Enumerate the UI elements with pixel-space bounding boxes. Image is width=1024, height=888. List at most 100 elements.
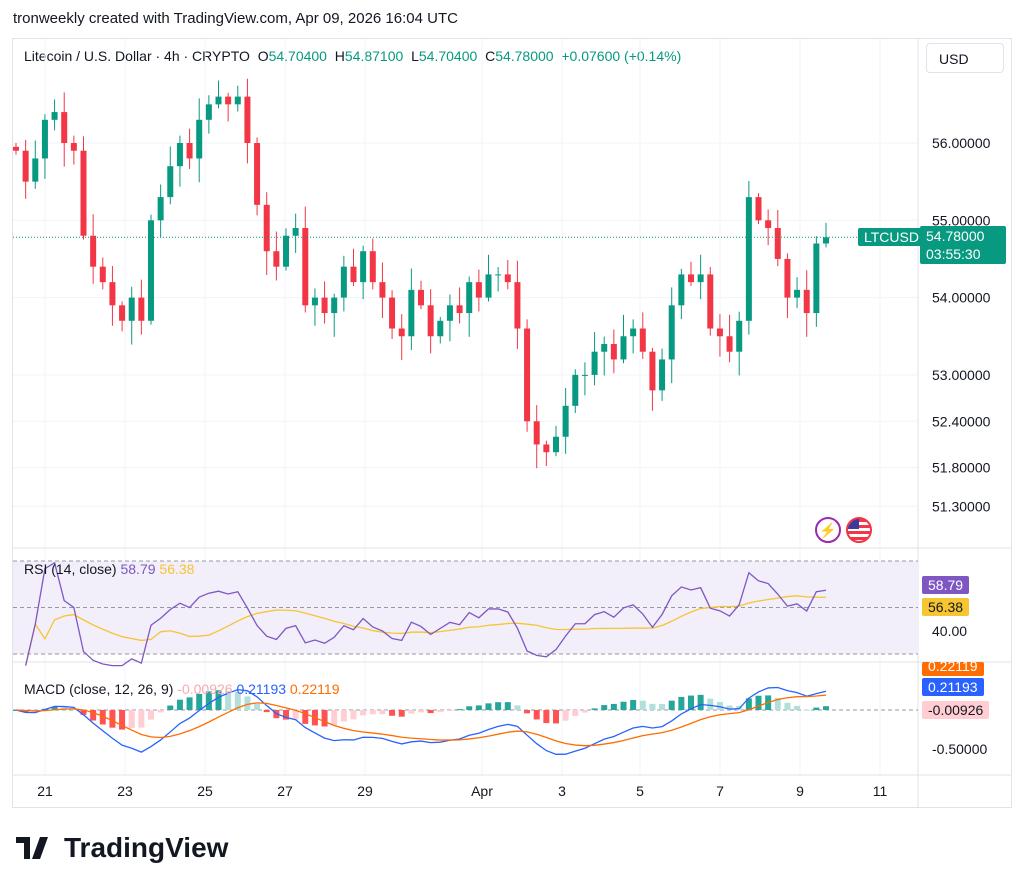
macd-histogram-bar (581, 710, 588, 713)
rsi-ma-legend-value: 56.38 (159, 561, 195, 577)
macd-histogram-bar (456, 709, 463, 711)
candle-body (504, 274, 511, 283)
price-tick-label: 56.00000 (932, 135, 991, 151)
macd-histogram-bar (543, 710, 550, 724)
candle-body (398, 328, 405, 337)
lightning-icon[interactable]: ⚡ (815, 517, 841, 543)
candle-body (620, 336, 627, 360)
candle-body (495, 274, 502, 276)
candle-body (485, 274, 492, 298)
candle-body (321, 297, 328, 314)
macd-histogram-bar (813, 707, 820, 710)
candle-body (90, 235, 97, 267)
macd-histogram-bar (620, 701, 627, 710)
macd-histogram-bar (639, 700, 646, 710)
candle-body (408, 289, 415, 337)
candle-body (591, 351, 598, 375)
ticker-label: LTCUSD (858, 228, 925, 246)
candle-body (331, 297, 338, 314)
candle-body (630, 328, 637, 337)
symbol-legend: Litecoin / U.S. Dollar · 4h · CRYPTO O54… (24, 48, 681, 64)
macd-histogram-bar (148, 710, 154, 720)
rsi-axis-label: 40.00 (932, 623, 968, 639)
macd-histogram-bar (350, 710, 357, 720)
macd-histogram-bar (745, 698, 752, 710)
macd-value-tag: 0.21193 (922, 678, 984, 696)
macd-histogram-bar (514, 705, 521, 710)
time-tick-label: 9 (796, 783, 804, 799)
symbol-name: Litecoin / U.S. Dollar · 4h · CRYPTO (24, 48, 250, 64)
candle-body (726, 336, 733, 352)
candle-body (755, 197, 762, 221)
candle-body (466, 282, 473, 314)
candle-body (456, 305, 463, 314)
candle-body (774, 228, 781, 259)
macd-histogram-bar (283, 710, 289, 720)
candle-body (572, 374, 579, 406)
macd-histogram-bar (157, 710, 164, 713)
macd-histogram-bar (389, 710, 396, 716)
macd-histogram-bar (128, 710, 135, 729)
macd-histogram-bar (755, 695, 762, 710)
macd-histogram-bar (649, 703, 656, 710)
high-value: 54.87100 (344, 48, 404, 64)
macd-histogram-bar (466, 706, 473, 710)
candle-body (283, 235, 289, 267)
candle-body (51, 112, 58, 120)
macd-histogram-bar (659, 703, 666, 710)
candle-body (167, 166, 174, 198)
change-value: +0.07600 (+0.14%) (561, 48, 682, 64)
macd-histogram-bar (823, 706, 829, 710)
macd-histogram-bar (504, 702, 511, 710)
macd-histogram-bar (572, 710, 579, 717)
macd-histogram-bar (369, 710, 376, 715)
tv-logo-icon (16, 837, 48, 859)
rsi-line (25, 561, 827, 667)
time-tick-label: 21 (37, 783, 53, 799)
candle-body (61, 112, 68, 143)
candle-body (340, 266, 347, 298)
macd-histogram-bar (138, 710, 145, 728)
time-tick-label: 7 (716, 783, 724, 799)
time-tick-label: 25 (197, 783, 213, 799)
candle-body (263, 204, 270, 252)
candle-body (360, 251, 367, 283)
macd-legend: MACD (close, 12, 26, 9) -0.00926 0.21193… (24, 681, 340, 697)
last-price-tag: 54.78000 03:55:30 (920, 226, 1006, 264)
macd-histogram-bar (225, 690, 232, 710)
candle-body (176, 143, 183, 167)
signal-legend-value: 0.22119 (289, 681, 340, 697)
macd-histogram-bar (707, 698, 714, 710)
macd-histogram-bar (630, 700, 637, 710)
time-tick-label: Apr (471, 783, 493, 799)
macd-histogram-bar (119, 710, 126, 730)
close-value: 54.78000 (495, 48, 554, 64)
candle-body (803, 289, 810, 314)
macd-histogram-bar (495, 702, 502, 710)
macd-histogram-bar (668, 700, 675, 710)
macd-histogram-bar (794, 705, 801, 710)
candle-body (765, 220, 772, 229)
candle-body (244, 96, 251, 143)
macd-histogram-bar (186, 697, 193, 710)
macd-histogram-bar (302, 710, 309, 724)
currency-button[interactable]: USD (926, 43, 1004, 73)
candle-body (109, 282, 116, 306)
macd-histogram-bar (99, 710, 106, 725)
macd-histogram-bar (437, 710, 444, 713)
candle-body (475, 282, 482, 298)
macd-legend-value: 0.21193 (236, 681, 287, 697)
candle-body (514, 282, 521, 329)
candle-body (601, 343, 608, 352)
candle-body (524, 328, 531, 422)
us-flag-icon[interactable] (846, 517, 872, 543)
candle-body (273, 251, 280, 267)
macd-histogram-bar (340, 710, 347, 722)
macd-histogram-bar (697, 694, 704, 710)
candle-body (215, 96, 222, 105)
macd-histogram-bar (446, 710, 453, 711)
tradingview-logo: TradingView (16, 832, 228, 864)
candle-body (186, 143, 193, 159)
low-value: 54.70400 (418, 48, 478, 64)
